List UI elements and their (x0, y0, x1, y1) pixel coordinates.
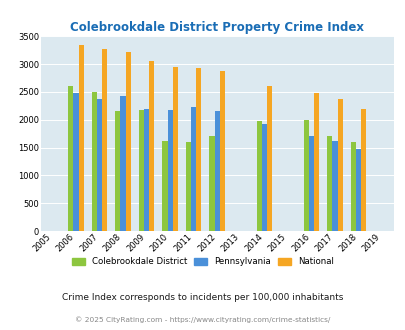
Bar (139, 110, 144, 231)
Bar (162, 141, 167, 231)
Bar (191, 107, 196, 231)
Bar (68, 86, 73, 231)
Bar (350, 142, 355, 231)
Bar (332, 141, 337, 231)
Bar (185, 142, 191, 231)
Text: Crime Index corresponds to incidents per 100,000 inhabitants: Crime Index corresponds to incidents per… (62, 292, 343, 302)
Bar (219, 71, 224, 231)
Bar (360, 109, 365, 231)
Bar (337, 99, 342, 231)
Bar (172, 67, 177, 231)
Bar (209, 136, 214, 231)
Bar (303, 120, 308, 231)
Bar (355, 149, 360, 231)
Bar (73, 93, 78, 231)
Bar (78, 45, 83, 231)
Bar (115, 112, 120, 231)
Bar (326, 136, 332, 231)
Bar (144, 109, 149, 231)
Bar (102, 49, 107, 231)
Bar (256, 121, 261, 231)
Bar (313, 93, 318, 231)
Bar (120, 96, 125, 231)
Bar (214, 112, 219, 231)
Title: Colebrookdale District Property Crime Index: Colebrookdale District Property Crime In… (70, 21, 363, 34)
Bar (125, 51, 130, 231)
Bar (261, 124, 266, 231)
Bar (266, 86, 271, 231)
Bar (167, 110, 172, 231)
Bar (149, 61, 154, 231)
Bar (308, 136, 313, 231)
Legend: Colebrookdale District, Pennsylvania, National: Colebrookdale District, Pennsylvania, Na… (69, 254, 336, 270)
Bar (97, 99, 102, 231)
Text: © 2025 CityRating.com - https://www.cityrating.com/crime-statistics/: © 2025 CityRating.com - https://www.city… (75, 317, 330, 323)
Bar (196, 68, 201, 231)
Bar (92, 92, 97, 231)
